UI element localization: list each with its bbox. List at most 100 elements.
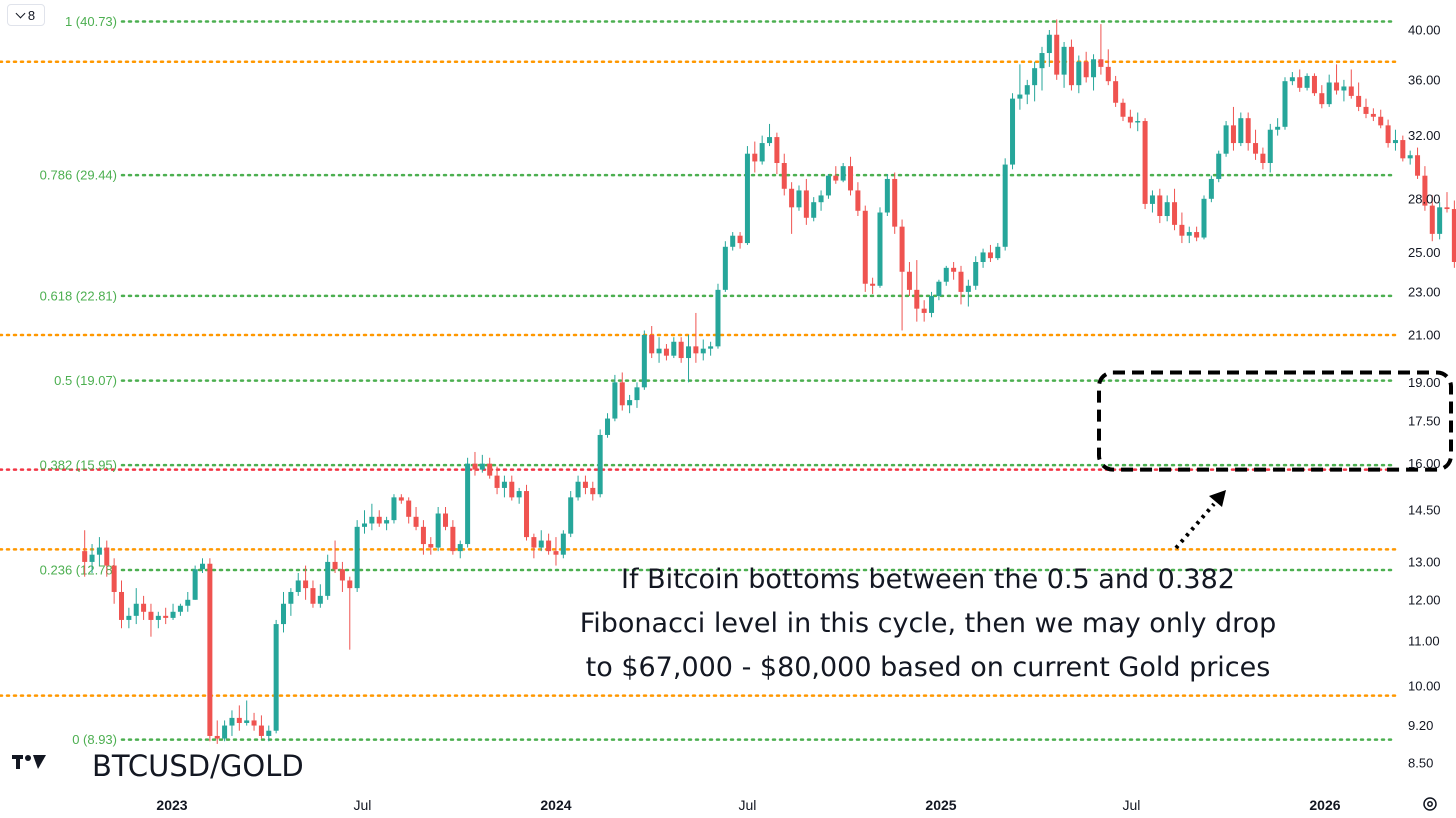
- candle-up: [133, 588, 139, 625]
- candle-down: [406, 497, 412, 524]
- price-tick-label: 12.00: [1408, 592, 1441, 607]
- candle-down: [258, 715, 264, 739]
- candle-up: [1076, 55, 1082, 94]
- candle-down: [1172, 188, 1178, 231]
- candle-up: [995, 243, 1001, 261]
- candle-up: [1208, 175, 1214, 203]
- candle-down: [1142, 118, 1148, 210]
- candle-down: [1113, 75, 1119, 107]
- target-zone: [1097, 370, 1453, 550]
- candle-down: [119, 580, 125, 629]
- candle-down: [420, 520, 426, 555]
- candle-down: [303, 565, 309, 600]
- candle-up: [479, 454, 485, 473]
- candle-up: [612, 374, 618, 422]
- candle-down: [862, 205, 868, 292]
- arrow-head: [1209, 490, 1226, 507]
- candle-up: [560, 530, 566, 559]
- candle-up: [1238, 112, 1244, 147]
- candle-up: [722, 241, 728, 292]
- fib-label: 0.5 (19.07): [54, 373, 117, 388]
- candle-up: [1223, 121, 1229, 157]
- candle-down: [1319, 85, 1325, 109]
- price-tick-label: 9.20: [1408, 718, 1433, 733]
- price-tick-label: 10.00: [1408, 679, 1441, 694]
- candle-up: [1341, 79, 1347, 102]
- candle-down: [914, 260, 920, 322]
- price-tick-label: 14.50: [1408, 503, 1441, 518]
- candle-down: [906, 261, 912, 297]
- candle-down: [582, 475, 588, 495]
- candle-down: [774, 132, 780, 175]
- candle-up: [89, 544, 95, 573]
- time-axis[interactable]: 2023 Jul 2024 Jul 2025 Jul 2026: [156, 797, 1340, 813]
- candle-down: [487, 457, 493, 479]
- candle-down: [398, 494, 404, 504]
- candle-down: [472, 451, 478, 476]
- candle-down: [347, 576, 353, 650]
- candle-down: [693, 312, 699, 363]
- candle-up: [96, 537, 102, 566]
- candle-down: [104, 540, 110, 577]
- candle-up: [671, 337, 677, 359]
- candle-down: [649, 326, 655, 359]
- candle-up: [516, 487, 522, 504]
- candle-up: [1010, 93, 1016, 170]
- candle-down: [678, 337, 684, 363]
- settings-gear-icon[interactable]: [1423, 797, 1437, 811]
- price-axis[interactable]: 40.00 36.00 32.00 28.00 25.00 23.00 21.00 19.00…: [1408, 23, 1441, 771]
- candle-down: [332, 540, 338, 573]
- candle-up: [1282, 77, 1288, 130]
- candle-up: [708, 341, 714, 356]
- candle-up: [715, 283, 721, 349]
- candle-up: [825, 174, 831, 199]
- candle-up: [568, 491, 574, 538]
- candle-down: [1422, 166, 1428, 211]
- candle-up: [229, 710, 235, 736]
- candle-up: [1186, 226, 1192, 244]
- candle-down: [870, 277, 876, 294]
- candle-up: [840, 163, 846, 183]
- fib-label: 0.236 (12.78): [40, 562, 117, 577]
- candle-up: [877, 207, 883, 288]
- fib-level-labels: 1 (40.73) 0.786 (29.44) 0.618 (22.81) 0.5 (…: [40, 14, 117, 747]
- candle-up: [627, 394, 633, 414]
- candle-down: [789, 182, 795, 234]
- candle-up: [317, 584, 323, 608]
- candle-up: [200, 558, 206, 573]
- candle-down: [553, 537, 559, 566]
- candle-down: [1245, 112, 1251, 151]
- candle-down: [1378, 109, 1384, 129]
- candle-up: [744, 146, 750, 245]
- candle-down: [1098, 24, 1104, 75]
- collapse-count: 8: [27, 7, 36, 23]
- candle-down: [163, 607, 169, 625]
- price-tick-label: 28.00: [1408, 191, 1441, 206]
- candle-down: [781, 153, 787, 196]
- candle-up: [1407, 150, 1413, 165]
- candle-down: [1179, 212, 1185, 244]
- candle-down: [1120, 98, 1126, 122]
- candle-up: [1024, 79, 1030, 105]
- candle-up: [170, 603, 176, 620]
- fib-label: 0 (8.93): [72, 732, 117, 747]
- candle-down: [619, 372, 625, 411]
- price-tick-label: 25.00: [1408, 245, 1441, 260]
- candle-down: [310, 580, 316, 608]
- candle-down: [531, 533, 537, 559]
- tradingview-logo[interactable]: [12, 755, 46, 769]
- price-tick-label: 19.00: [1408, 375, 1441, 390]
- candle-down: [82, 530, 88, 577]
- collapse-indicators-button[interactable]: 8: [7, 4, 45, 26]
- candle-down: [1157, 188, 1163, 224]
- candle-down: [1429, 195, 1435, 242]
- candle-up: [1039, 46, 1045, 91]
- candle-up: [1061, 41, 1067, 88]
- candle-down: [1105, 49, 1111, 86]
- horizontal-level-lines: [0, 20, 1397, 741]
- candle-up: [929, 291, 935, 318]
- candle-up: [700, 339, 706, 361]
- candle-up: [1304, 73, 1310, 91]
- candle-down: [899, 219, 905, 331]
